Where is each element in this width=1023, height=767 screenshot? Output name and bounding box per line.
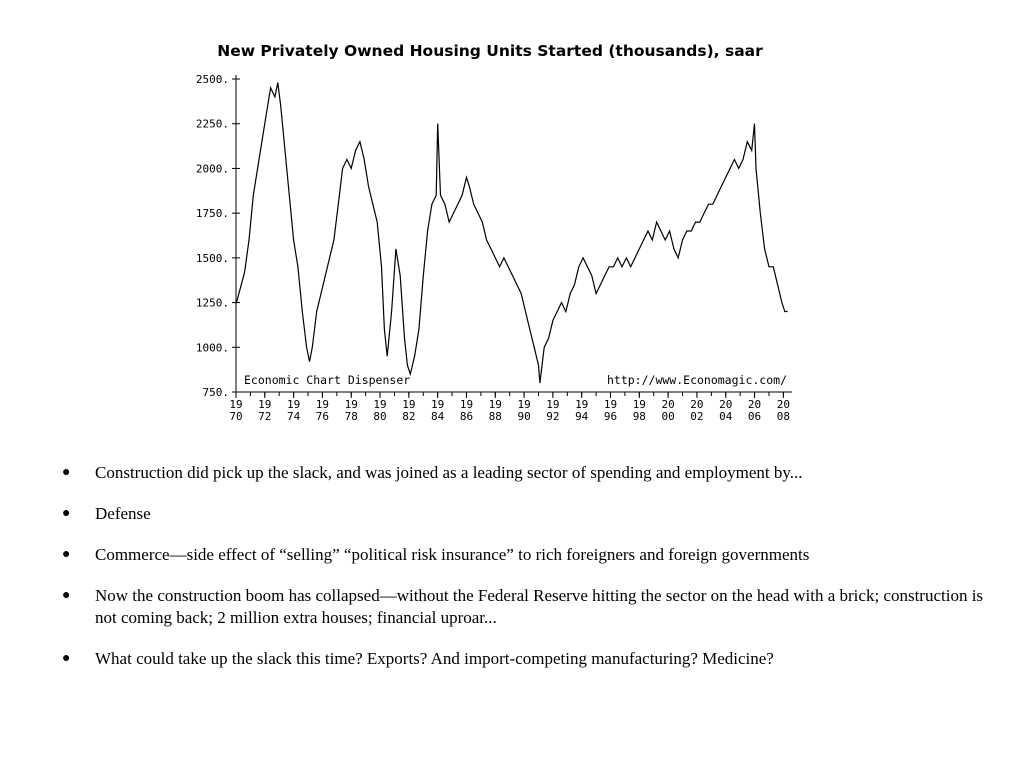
x-tick-label-century: 19 <box>316 398 329 411</box>
y-tick-label: 1000. <box>196 341 229 354</box>
x-tick-label-year: 94 <box>575 410 589 423</box>
x-tick-label-century: 19 <box>633 398 646 411</box>
bullet-dot-icon: ● <box>62 588 71 603</box>
x-tick-label-year: 72 <box>258 410 271 423</box>
y-tick-label: 1250. <box>196 297 229 310</box>
x-tick-label-year: 82 <box>402 410 415 423</box>
bullet-dot-icon: ● <box>62 547 71 562</box>
x-tick-label-century: 20 <box>690 398 703 411</box>
x-tick-label-century: 19 <box>517 398 530 411</box>
y-tick-label: 2250. <box>196 118 229 131</box>
credit-economic-chart-dispenser: Economic Chart Dispenser <box>244 373 410 387</box>
x-tick-label-year: 84 <box>431 410 445 423</box>
chart-title: New Privately Owned Housing Units Starte… <box>217 42 763 60</box>
x-tick-label-year: 04 <box>719 410 733 423</box>
x-tick-label-year: 86 <box>460 410 473 423</box>
housing-starts-series-line <box>235 82 788 384</box>
x-tick-label-century: 20 <box>777 398 790 411</box>
x-tick-label-century: 19 <box>258 398 271 411</box>
x-tick-label-year: 92 <box>546 410 559 423</box>
bullet-item: ● Commerce—side effect of “selling” “poli… <box>62 544 992 566</box>
x-tick-label-century: 19 <box>373 398 386 411</box>
x-tick-label-year: 90 <box>517 410 530 423</box>
x-tick-label-year: 74 <box>287 410 301 423</box>
x-tick-label-century: 19 <box>287 398 300 411</box>
plot-area <box>235 82 788 384</box>
bullet-item: ● Defense <box>62 503 992 525</box>
y-tick-label: 1500. <box>196 252 229 265</box>
x-tick-label-year: 02 <box>690 410 703 423</box>
x-tick-label-century: 20 <box>748 398 761 411</box>
x-tick-label-century: 19 <box>489 398 502 411</box>
bullet-dot-icon: ● <box>62 651 71 666</box>
y-tick-label: 1750. <box>196 207 229 220</box>
x-tick-label-century: 19 <box>546 398 559 411</box>
bullet-list: ● Construction did pick up the slack, and… <box>62 462 992 689</box>
credit-economagic-url: http://www.Economagic.com/ <box>607 373 787 387</box>
x-tick-label-century: 19 <box>431 398 444 411</box>
x-tick-label-year: 08 <box>777 410 790 423</box>
x-tick-label-year: 70 <box>229 410 242 423</box>
bullet-item: ● What could take up the slack this time?… <box>62 648 992 670</box>
x-tick-label-century: 19 <box>402 398 415 411</box>
bullet-item: ● Now the construction boom has collapsed… <box>62 585 992 629</box>
x-tick-label-year: 76 <box>316 410 329 423</box>
x-tick-label-year: 98 <box>633 410 646 423</box>
x-tick-label-century: 19 <box>229 398 242 411</box>
chart-svg: New Privately Owned Housing Units Starte… <box>196 42 792 423</box>
bullet-text: Construction did pick up the slack, and … <box>95 463 803 482</box>
bullet-dot-icon: ● <box>62 465 71 480</box>
y-tick-label: 2000. <box>196 162 229 175</box>
x-tick-label-century: 19 <box>460 398 473 411</box>
x-tick-label-year: 78 <box>345 410 358 423</box>
x-tick-label-year: 96 <box>604 410 617 423</box>
x-tick-label-century: 20 <box>719 398 732 411</box>
x-tick-label-century: 19 <box>575 398 588 411</box>
x-tick-label-year: 00 <box>661 410 674 423</box>
x-tick-label-year: 80 <box>373 410 386 423</box>
x-axis: 1970197219741976197819801982198419861988… <box>229 391 792 423</box>
x-tick-label-century: 19 <box>345 398 358 411</box>
y-tick-label: 2500. <box>196 73 229 86</box>
bullet-item: ● Construction did pick up the slack, and… <box>62 462 992 484</box>
x-tick-label-year: 88 <box>489 410 502 423</box>
bullet-text: Now the construction boom has collapsed—… <box>95 586 984 627</box>
x-tick-label-century: 20 <box>661 398 674 411</box>
x-tick-label-year: 06 <box>748 410 761 423</box>
housing-starts-chart: New Privately Owned Housing Units Starte… <box>170 34 810 426</box>
y-tick-label: 750. <box>203 386 230 399</box>
bullet-text: Defense <box>95 504 151 523</box>
bullet-text: Commerce—side effect of “selling” “polit… <box>95 545 810 564</box>
x-tick-label-century: 19 <box>604 398 617 411</box>
bullet-text: What could take up the slack this time? … <box>95 649 774 668</box>
y-axis: 750. 1000. 1250. 1500. 1750. 2000. 2250. 2500. <box>196 73 240 399</box>
bullet-dot-icon: ● <box>62 506 71 521</box>
